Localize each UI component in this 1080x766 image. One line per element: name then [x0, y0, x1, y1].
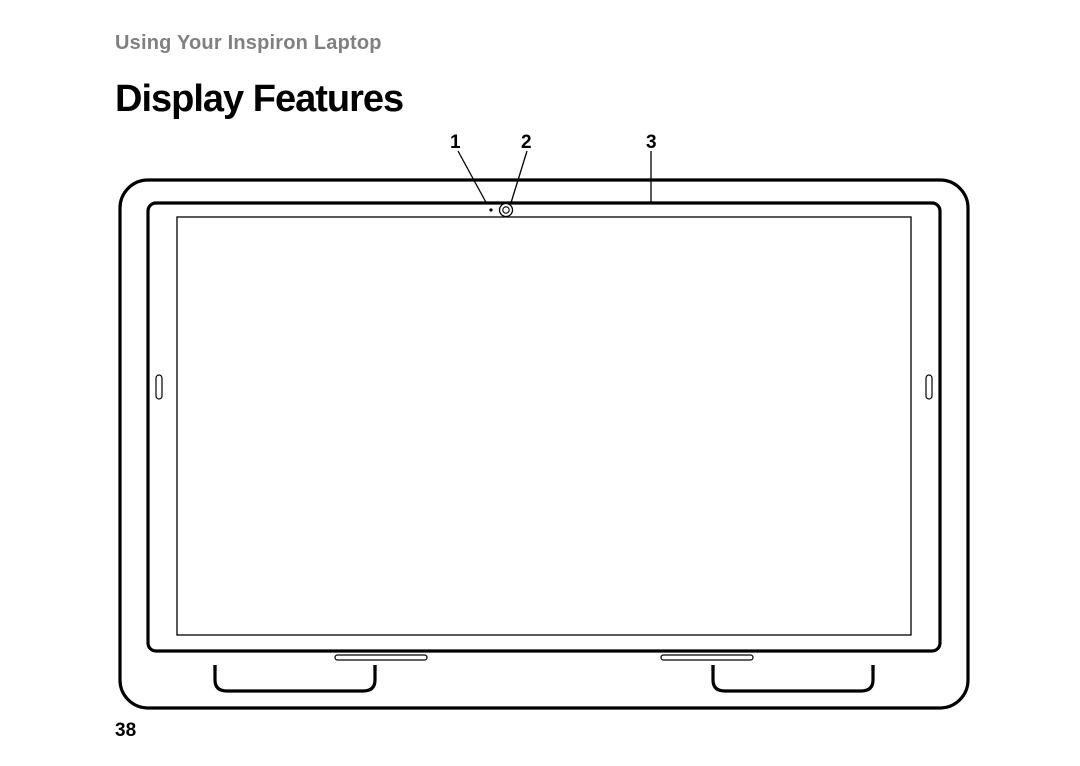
page-number: 38 — [115, 720, 136, 742]
running-head: Using Your Inspiron Laptop — [115, 32, 382, 55]
manual-page: Using Your Inspiron Laptop Display Featu… — [0, 0, 1080, 766]
page-title: Display Features — [115, 78, 403, 121]
laptop-display-diagram — [115, 125, 975, 715]
